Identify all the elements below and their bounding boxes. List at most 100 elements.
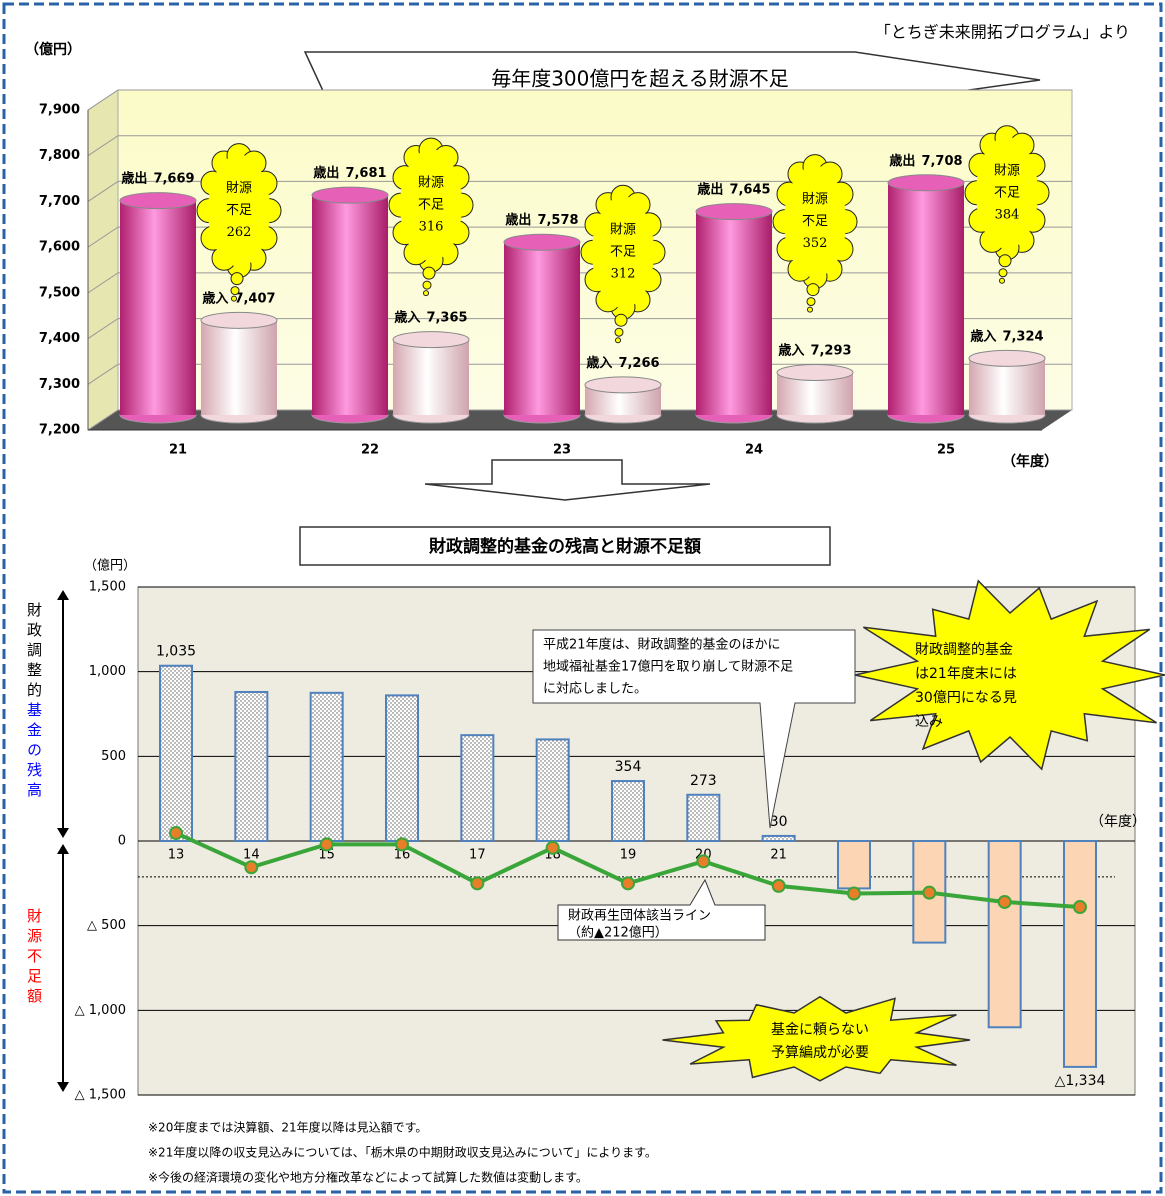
cloud-bubble [998, 254, 1012, 268]
callout-text: 不足 [994, 185, 1020, 200]
cloud-bubble [422, 266, 436, 280]
line-marker [997, 894, 1012, 909]
cloud-callout: 財源不足 262 [196, 143, 282, 302]
data-label: 歳出 7,578 [505, 212, 578, 228]
bar [309, 691, 344, 842]
threshold-label: （約▲212億円） [568, 925, 668, 941]
footnote: ※21年度以降の収支見込みについては、「栃木県の中期財政収支見込みについて」によ… [148, 1145, 657, 1160]
series-name: 歳入 [778, 342, 804, 358]
bar [201, 320, 277, 415]
series-name: 歳入 [970, 328, 996, 344]
title-box [299, 526, 831, 566]
bar [1063, 840, 1097, 1068]
series-name: 歳出 [889, 152, 915, 168]
y-axis-title-part: 財政調整的 [25, 602, 43, 702]
down-arrow [424, 459, 711, 501]
bar [761, 834, 796, 842]
data-value: 7,708 [921, 153, 962, 168]
line-marker [169, 826, 183, 841]
y-tick-label: △ 500 [87, 918, 126, 933]
cylinder-top [200, 311, 278, 329]
data-label: 歳出 7,645 [697, 181, 770, 197]
data-value: 7,266 [618, 355, 659, 370]
x-axis-title: （年度） [1090, 814, 1146, 830]
series-name: 歳入 [202, 290, 228, 306]
cloud-body [208, 154, 270, 267]
cloud-bubble [999, 277, 1005, 284]
bar [460, 734, 495, 843]
callout-text: 財源 [994, 163, 1020, 178]
data-label: 歳入 7,324 [970, 328, 1043, 344]
y-axis-unit: （億円） [84, 558, 136, 574]
cloud-callout: 財源不足 384 [964, 125, 1050, 284]
cloud-bubble [807, 306, 813, 313]
series-name: 歳出 [313, 165, 339, 181]
data-label: 歳出 7,708 [889, 152, 962, 168]
data-label: 歳出 7,669 [121, 170, 194, 186]
data-label: 歳入 7,266 [586, 354, 659, 370]
bar [504, 242, 580, 415]
y-tick-label: 0 [118, 834, 126, 849]
arrow-head [57, 828, 69, 838]
line-marker [621, 876, 635, 891]
cloud-callout: 財源不足 312 [580, 184, 666, 344]
cloud-bubble [231, 295, 237, 302]
cloud-body [976, 136, 1038, 249]
data-value: 7,669 [153, 171, 194, 186]
note-callout [532, 629, 856, 829]
chart-title: 毎年度300億円を超える財源不足 [491, 67, 789, 91]
series-name: 歳出 [121, 170, 147, 186]
cylinder-top [887, 174, 965, 192]
x-tick-label: 17 [469, 848, 486, 863]
grid-line [87, 135, 1072, 157]
bar [837, 840, 871, 890]
source-note: 「とちぎ未来開拓プログラム」より [875, 23, 1130, 42]
y-tick-label: 1,000 [89, 664, 126, 679]
chart-title: 財政調整的基金の残高と財源不足額 [428, 536, 701, 557]
line-marker [696, 854, 711, 869]
x-tick-label: 21 [770, 848, 787, 863]
cloud-bubble [998, 268, 1008, 278]
starburst-text: 込み [915, 714, 943, 730]
cloud-body [784, 165, 846, 278]
line-marker [922, 885, 937, 900]
starburst-text: は21年度末には [915, 666, 1017, 682]
bar [393, 339, 469, 415]
bar [535, 738, 570, 843]
grid-line [87, 89, 1072, 111]
callout-text: 財源 [610, 223, 636, 238]
callout-value: 316 [419, 220, 444, 235]
y-tick-label: 7,400 [39, 331, 80, 346]
data-value: 7,578 [537, 213, 578, 228]
callout-text: 不足 [418, 198, 444, 213]
bar [120, 200, 196, 415]
y-tick-label: 7,900 [39, 103, 80, 118]
bar [696, 211, 772, 415]
series-name: 歳出 [697, 181, 723, 197]
data-label: △1,334 [1055, 1073, 1106, 1089]
data-value: 7,293 [810, 343, 851, 358]
bar [969, 358, 1045, 415]
callout-value: 262 [227, 225, 252, 240]
y-tick-label: 500 [101, 749, 126, 764]
bar [611, 780, 645, 843]
y-tick-label: 7,700 [39, 194, 80, 209]
data-label: 273 [690, 773, 717, 789]
x-tick-label: 15 [318, 848, 335, 863]
cloud-bubble [614, 313, 628, 327]
y-tick-label: 7,800 [39, 148, 80, 163]
cloud-callout: 財源不足 316 [388, 137, 474, 297]
line-marker [771, 878, 786, 893]
cloud-body [592, 196, 654, 309]
cloud-body [400, 149, 462, 262]
data-value: 7,407 [234, 291, 275, 306]
note-text: 平成21年度は、財政調整的基金のほかに [543, 637, 781, 653]
data-label: 1,035 [156, 644, 196, 660]
cylinder-top [392, 331, 470, 349]
y-axis-unit: （億円） [25, 41, 81, 58]
line-marker [244, 860, 259, 875]
callout-value: 384 [995, 207, 1020, 222]
cloud-callout: 財源不足 352 [772, 154, 858, 313]
